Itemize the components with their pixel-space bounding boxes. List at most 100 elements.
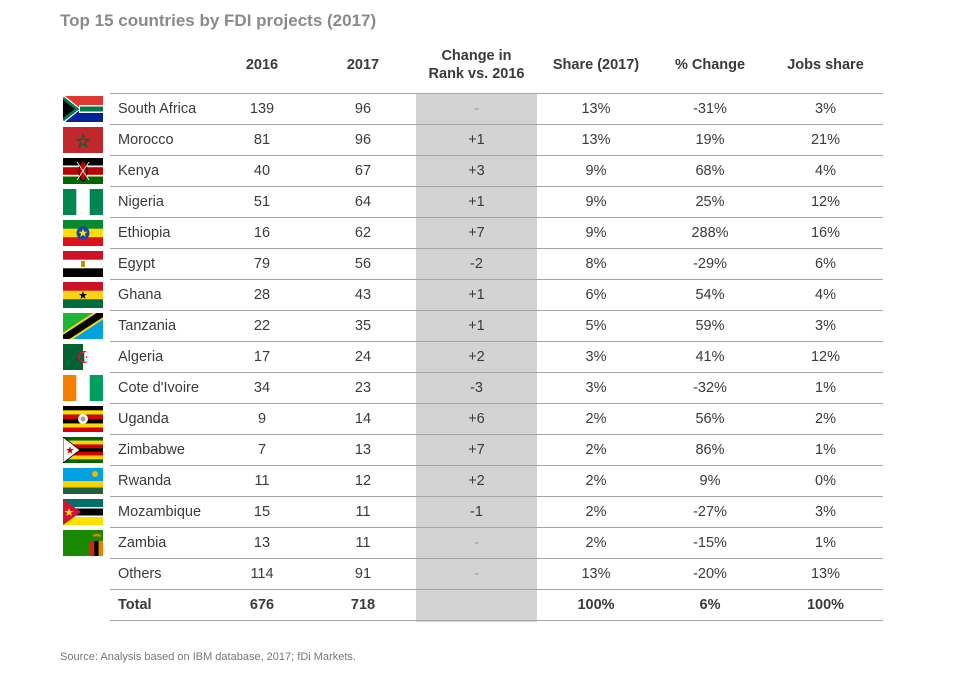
cell-y2016: 51 [253,194,271,210]
cell-pct: 288% [691,225,729,241]
row-divider [110,124,883,125]
row-divider [110,341,883,342]
cell-pct: -32% [693,380,727,396]
row-divider [110,465,883,466]
cell-y2017: 62 [354,225,372,241]
cell-y2017: 23 [354,380,372,396]
cell-y2016: 81 [253,132,271,148]
cell-share: 2% [585,535,607,551]
cell-rank: +7 [468,225,485,241]
row-divider [110,589,883,590]
cell-share: 9% [585,163,607,179]
country-name: Uganda [118,411,169,427]
cell-pct: 54% [695,287,725,303]
cell-rank: +1 [468,194,485,210]
algeria-flag-icon [63,344,103,370]
cell-pct: 6% [699,597,721,613]
rwanda-flag-icon [63,468,103,494]
cell-jobs: 4% [815,287,836,303]
cell-y2016: 13 [253,535,271,551]
cell-y2017: 24 [354,349,372,365]
cell-pct: 59% [695,318,725,334]
cell-pct: 68% [695,163,725,179]
cell-share: 3% [585,349,607,365]
header-2017: 2017 [346,57,380,73]
row-divider [110,155,883,156]
cell-share: 3% [585,380,607,396]
cell-share: 9% [585,194,607,210]
row-divider [110,310,883,311]
country-name: Egypt [118,256,156,272]
cell-share: 2% [585,473,607,489]
cell-pct: -27% [693,504,727,520]
country-name: Zambia [118,535,167,551]
cell-rank: -2 [470,256,483,272]
cell-y2017: 13 [354,442,372,458]
row-divider [110,248,883,249]
cell-y2017: 43 [354,287,372,303]
cell-y2016: 11 [254,473,270,489]
cell-y2016: 28 [253,287,271,303]
table-row: Algeria 17 24 +2 3% 41% 12% [0,342,955,373]
cell-rank [416,590,537,621]
south-africa-flag-icon [63,96,103,122]
page-title: Top 15 countries by FDI projects (2017) [60,11,377,30]
country-name: Ghana [118,287,162,303]
cell-share: 13% [581,101,611,117]
country-name: Nigeria [118,194,164,210]
cell-y2016: 79 [253,256,271,272]
row-divider [110,496,883,497]
header-divider [110,93,883,94]
cell-y2016: 15 [253,504,271,520]
cell-jobs: 0% [815,473,836,489]
source-note: Source: Analysis based on IBM database, … [60,651,356,663]
cell-share: 5% [585,318,607,334]
cell-jobs: 21% [810,132,841,148]
cell-rank: -3 [470,380,483,396]
country-name: South Africa [118,101,197,117]
cell-y2016: 139 [249,101,275,117]
cell-pct: 86% [695,442,725,458]
cell-jobs: 16% [810,225,841,241]
cell-share: 8% [585,256,607,272]
table-row: Kenya 40 67 +3 9% 68% 4% [0,156,955,187]
cell-y2017: 64 [354,194,372,210]
table-row: Zambia 13 11 - 2% -15% 1% [0,528,955,559]
cell-y2017: 718 [350,597,376,613]
cell-pct: -20% [693,566,727,582]
cell-jobs: 13% [810,566,841,582]
egypt-flag-icon [63,251,103,277]
cell-share: 2% [585,411,607,427]
cell-y2016: 676 [249,597,275,613]
cell-pct: 41% [695,349,725,365]
cell-y2016: 40 [253,163,271,179]
country-name: Mozambique [118,504,202,520]
row-divider [110,558,883,559]
cell-share: 13% [581,132,611,148]
table-bottom-border [110,620,883,621]
morocco-flag-icon [63,127,103,153]
cell-y2017: 96 [354,101,372,117]
cell-y2017: 35 [354,318,372,334]
cell-rank: +1 [468,132,485,148]
row-divider [110,279,883,280]
country-name: Rwanda [118,473,172,489]
cell-pct: 19% [695,132,725,148]
cell-y2017: 96 [354,132,372,148]
table-row: Rwanda 11 12 +2 2% 9% 0% [0,466,955,497]
header-share: Share (2017) [552,57,640,73]
cell-rank: - [474,566,479,582]
table-row: Uganda 9 14 +6 2% 56% 2% [0,404,955,435]
country-name: Ethiopia [118,225,171,241]
table-row: Mozambique 15 11 -1 2% -27% 3% [0,497,955,528]
cell-rank: +6 [468,411,485,427]
cell-y2017: 56 [354,256,372,272]
country-name: Kenya [118,163,160,179]
cell-jobs: 3% [815,318,836,334]
table-row: Zimbabwe 7 13 +7 2% 86% 1% [0,435,955,466]
country-name: Zimbabwe [118,442,185,458]
cell-jobs: 100% [806,597,845,613]
cell-share: 100% [577,597,615,613]
header-pct-change: % Change [674,57,746,73]
cell-y2016: 34 [253,380,271,396]
